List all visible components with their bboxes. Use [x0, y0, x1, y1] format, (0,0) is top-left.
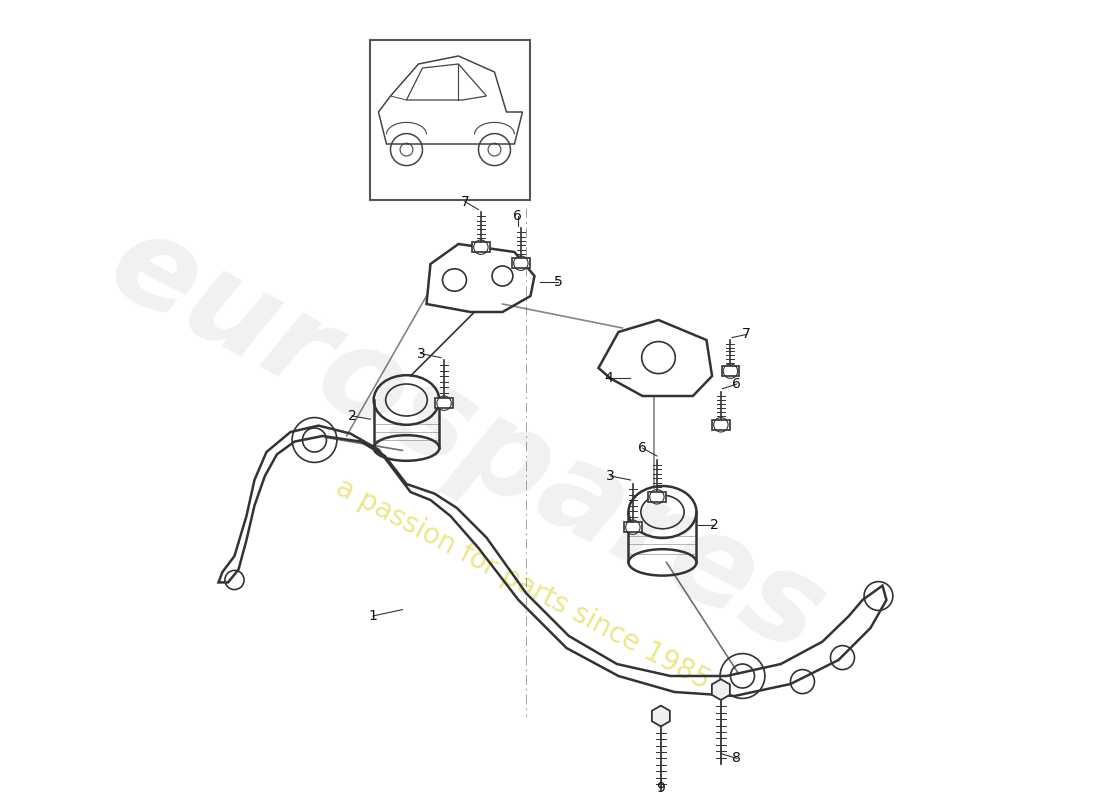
- Text: 6: 6: [733, 377, 741, 391]
- Text: 3: 3: [606, 469, 615, 483]
- Polygon shape: [712, 420, 729, 430]
- Text: 7: 7: [742, 327, 751, 342]
- Text: 6: 6: [514, 209, 522, 223]
- Text: 3: 3: [417, 346, 426, 361]
- Text: a passion for parts since 1985: a passion for parts since 1985: [331, 473, 714, 695]
- Polygon shape: [436, 398, 453, 408]
- Polygon shape: [712, 679, 730, 700]
- Bar: [371, 40, 530, 200]
- Text: 9: 9: [657, 781, 665, 795]
- Text: 1: 1: [368, 609, 377, 623]
- Text: 2: 2: [711, 518, 718, 532]
- Text: 7: 7: [461, 194, 470, 209]
- Polygon shape: [624, 522, 641, 532]
- Text: 8: 8: [733, 751, 741, 766]
- Text: 2: 2: [348, 409, 356, 423]
- Text: 4: 4: [605, 370, 613, 385]
- Text: eurospares: eurospares: [89, 201, 844, 679]
- Polygon shape: [652, 706, 670, 726]
- Polygon shape: [513, 258, 530, 268]
- Polygon shape: [722, 366, 739, 376]
- Polygon shape: [648, 492, 666, 502]
- Polygon shape: [472, 242, 490, 252]
- Text: 6: 6: [638, 441, 647, 455]
- Text: 5: 5: [554, 274, 563, 289]
